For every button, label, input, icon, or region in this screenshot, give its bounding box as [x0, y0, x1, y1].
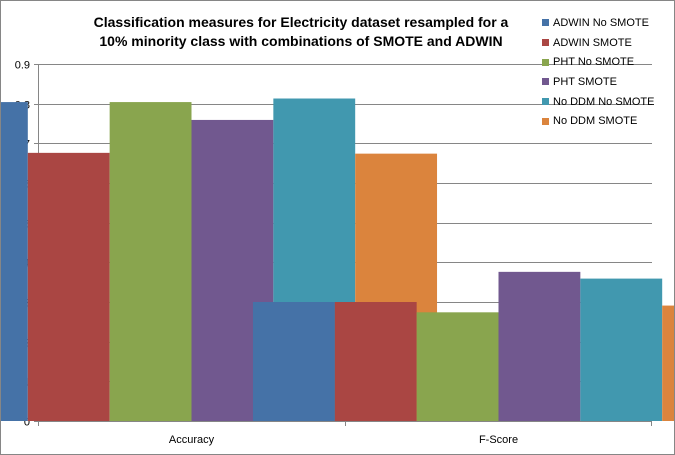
legend-swatch	[542, 58, 549, 66]
bar	[416, 312, 499, 421]
legend-item: No DDM No SMOTE	[542, 92, 672, 112]
legend-swatch	[542, 39, 549, 47]
y-tick-label: 0	[24, 417, 30, 429]
legend-swatch	[542, 117, 549, 125]
x-tick-label: F-Score	[479, 434, 518, 446]
legend-label: PHT SMOTE	[553, 75, 617, 88]
legend-item: PHT SMOTE	[542, 72, 672, 92]
legend-label: No DDM No SMOTE	[553, 95, 655, 108]
bar	[109, 102, 192, 421]
legend-label: ADWIN SMOTE	[553, 36, 632, 49]
bar	[334, 302, 417, 421]
bar	[498, 271, 581, 421]
bar	[27, 152, 110, 421]
legend-swatch	[542, 19, 549, 27]
legend-item: ADWIN No SMOTE	[542, 13, 672, 33]
legend-swatch	[542, 78, 549, 86]
legend: ADWIN No SMOTE ADWIN SMOTE PHT No SMOTE …	[542, 13, 672, 131]
chart-title: Classification measures for Electricity …	[93, 14, 509, 49]
bar	[662, 305, 674, 421]
legend-item: No DDM SMOTE	[542, 111, 672, 131]
x-tick-label: Accuracy	[169, 434, 215, 446]
bar	[1, 102, 28, 421]
legend-label: ADWIN No SMOTE	[553, 16, 649, 29]
y-tick-label: 0.9	[15, 60, 30, 72]
legend-item: PHT No SMOTE	[542, 52, 672, 72]
legend-label: No DDM SMOTE	[553, 115, 638, 128]
bar	[252, 302, 335, 421]
bar	[580, 278, 663, 421]
legend-label: PHT No SMOTE	[553, 56, 635, 69]
legend-item: ADWIN SMOTE	[542, 33, 672, 53]
legend-swatch	[542, 98, 549, 106]
